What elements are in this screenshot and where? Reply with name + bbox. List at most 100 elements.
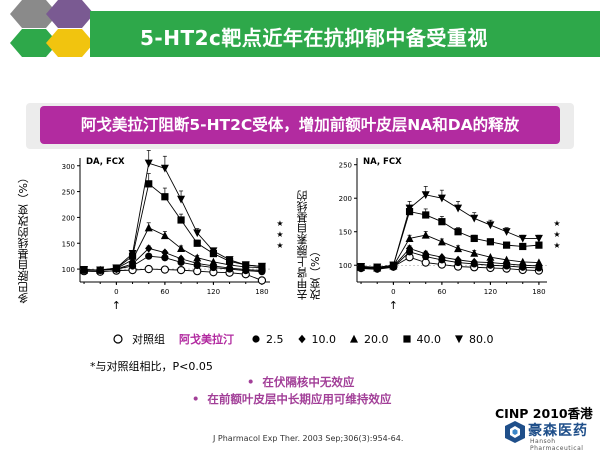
title-bar — [90, 11, 600, 57]
chart1-series-line-2 — [84, 247, 262, 272]
chart1-point-5-10 — [241, 261, 250, 270]
chart2-point-4-11 — [535, 241, 543, 249]
chart1-point-5-6 — [177, 195, 186, 204]
chart1-point-1-4 — [145, 252, 153, 260]
chart2-series-line-0 — [361, 256, 539, 272]
bullet-1: • 在伏隔核中无效应 — [247, 375, 355, 389]
legend-dose-label: 2.5 — [266, 332, 284, 346]
legend-item: 20.0 — [348, 333, 389, 346]
chart2-star: ★ — [553, 219, 560, 228]
chart2-point-4-6 — [454, 228, 462, 236]
legend-item: 80.0 — [453, 333, 494, 346]
chart1-ytick-label: 150 — [62, 240, 75, 248]
chart1-point-5-7 — [193, 229, 202, 238]
conference-label: CINP 2010香港 — [495, 406, 593, 421]
legend-drug-label: 阿戈美拉汀 — [179, 333, 234, 346]
chart2-xtick-label: 120 — [484, 288, 497, 296]
chart1-injection-arrow: ↑ — [112, 299, 121, 312]
chart2-ytick-label: 250 — [339, 162, 352, 170]
chart2-point-3-10 — [518, 257, 527, 266]
chart2-point-3-3 — [405, 234, 414, 243]
chart2-series-line-5 — [361, 194, 539, 268]
legend-dose-label: 20.0 — [364, 332, 389, 346]
hex-gray — [10, 0, 58, 28]
chart2-point-2-6 — [454, 255, 462, 265]
chart2-star: ★ — [553, 230, 560, 239]
legend-marker-shape — [402, 335, 411, 343]
chart1-point-3-6 — [177, 244, 186, 253]
chart1-title: DA, FCX — [86, 157, 125, 167]
chart2-point-5-0 — [357, 262, 366, 271]
chart2-point-5-8 — [486, 221, 495, 230]
chart2-point-5-1 — [373, 263, 382, 272]
chart1-point-4-7 — [193, 239, 201, 247]
chart1-point-0-6 — [176, 265, 186, 275]
chart2-point-5-6 — [454, 204, 463, 213]
chart2-point-4-9 — [502, 241, 511, 249]
chart1-point-5-2 — [112, 264, 121, 273]
hex-purple — [46, 0, 94, 28]
legend-control-label: 对照组 — [132, 333, 165, 346]
chart2-point-5-10 — [518, 234, 527, 243]
chart1-xtick-label: 180 — [255, 288, 268, 296]
chart1-point-5-3 — [128, 249, 137, 258]
chart2-point-5-4 — [421, 191, 430, 200]
chart1-point-5-5 — [160, 164, 169, 173]
chart2-star: ★ — [553, 241, 560, 250]
chart2-ytick-label: 100 — [339, 262, 352, 270]
legend-marker — [350, 334, 358, 343]
chart2-xtick-label: 60 — [437, 288, 446, 296]
significance-note: *与对照组相比，P<0.05 — [90, 360, 213, 373]
chart2-xtick-label: 180 — [532, 288, 545, 296]
chart2-xtick-label: 0 — [391, 288, 395, 296]
legend-dose-label: 80.0 — [469, 332, 494, 346]
chart2-point-5-2 — [389, 261, 398, 270]
banner — [40, 106, 560, 144]
chart1-ytick-label: 250 — [62, 189, 75, 197]
chart2-title: NA, FCX — [363, 157, 402, 167]
chart2-point-3-11 — [534, 258, 543, 267]
bullet-1-text: 在伏隔核中无效应 — [262, 375, 355, 389]
chart1-point-4-5 — [161, 193, 169, 201]
chart1-point-0-4 — [144, 264, 153, 274]
chart2-point-2-5 — [438, 253, 446, 262]
chart2-series-line-3 — [361, 234, 539, 269]
chart1-point-5-8 — [209, 247, 218, 256]
chart2-point-4-4 — [422, 211, 430, 219]
bullet-2-text: 在前额叶皮层中长期应用可维持效应 — [207, 392, 392, 406]
legend-marker-shape — [455, 335, 463, 344]
chart1-point-2-5 — [161, 248, 169, 257]
chart1-series-line-0 — [84, 268, 263, 281]
chart2-ytick-label: 200 — [339, 195, 352, 203]
chart1-point-5-11 — [257, 262, 266, 271]
chart1-series-line-3 — [84, 227, 262, 271]
legend-doses: 2.5 10.0 20.0 40.0 80.0 — [250, 333, 506, 346]
chart2-point-3-6 — [454, 244, 463, 253]
chart-na-fcx: 100 150 200 250 0 60 120 180 NA, FCX ↑ ★ ★ ★ — [339, 157, 561, 312]
page-title: 5-HT2c靶点近年在抗抑郁中备受重视 — [140, 26, 488, 50]
legend-marker — [252, 335, 260, 343]
chart1-point-3-8 — [209, 257, 218, 266]
reference: J Pharmacol Exp Ther. 2003 Sep;306(3):95… — [213, 434, 404, 443]
chart1-point-5-4 — [144, 159, 153, 168]
chart1-xtick-label: 60 — [160, 288, 169, 296]
chart1-point-1-5 — [161, 254, 169, 262]
chart1-ytick-label: 300 — [62, 163, 75, 171]
hex-green — [10, 29, 58, 57]
chart2-point-2-3 — [405, 244, 414, 253]
banner-text: 阿戈美拉汀阻断5-HT2C受体，增加前额叶皮层NA和DA的释放 — [80, 116, 520, 134]
legend: 对照组 阿戈美拉汀 2.5 10.0 20.0 40.0 80.0 — [112, 331, 506, 347]
chart2-point-4-5 — [438, 218, 446, 226]
legend-marker-shape — [350, 334, 358, 343]
chart-da-fcx: 100 150 200 250 300 0 60 120 180 DA, FCX ↑ ★ ★ ★ — [62, 150, 284, 312]
hansoh-logo-icon — [505, 421, 525, 443]
chart2-point-4-10 — [519, 242, 527, 251]
hexagon-decoration — [10, 0, 94, 57]
chart1-xtick-label: 120 — [207, 288, 220, 296]
chart1-ytick-label: 200 — [62, 214, 75, 222]
legend-marker — [402, 335, 411, 343]
chart2-point-5-5 — [437, 194, 446, 203]
chart1-point-5-0 — [80, 266, 89, 274]
chart2-point-4-8 — [486, 238, 495, 246]
logo-name-cn: 豪森医药 — [528, 423, 588, 439]
